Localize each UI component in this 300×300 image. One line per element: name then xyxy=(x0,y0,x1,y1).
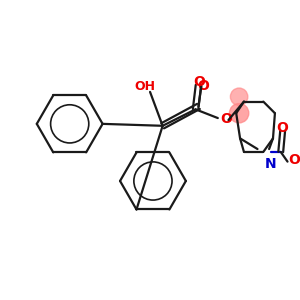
Text: O: O xyxy=(197,79,209,93)
Circle shape xyxy=(230,103,249,123)
Text: N: N xyxy=(264,157,276,171)
Text: O: O xyxy=(221,112,232,126)
Text: O: O xyxy=(289,153,300,167)
Text: O: O xyxy=(194,76,206,89)
Text: OH: OH xyxy=(135,80,156,93)
Circle shape xyxy=(230,88,248,106)
Text: O: O xyxy=(277,121,289,135)
